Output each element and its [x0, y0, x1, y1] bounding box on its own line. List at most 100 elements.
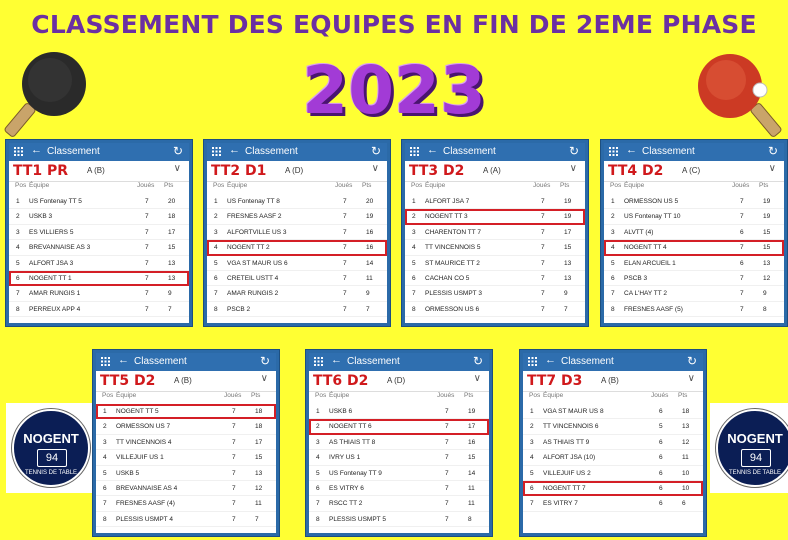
back-arrow-icon[interactable]: ← — [31, 144, 42, 156]
table-row[interactable]: 4 TT VINCENNOIS 5 7 15 — [405, 240, 585, 256]
row-team: ES VITRY 6 — [329, 484, 364, 492]
back-arrow-icon[interactable]: ← — [229, 144, 240, 156]
table-row[interactable]: 7 RSCC TT 2 7 11 — [309, 496, 489, 512]
table-row[interactable]: 7 CA L'HAY TT 2 7 9 — [604, 286, 784, 302]
row-team: NOGENT TT 2 — [227, 244, 270, 252]
table-row[interactable]: 7 AMAR RUNGIS 1 7 9 — [9, 286, 189, 302]
table-row[interactable]: 5 ELAN ARCUEIL 1 6 13 — [604, 256, 784, 271]
division-selector[interactable]: TT5 D2 A (B) ∨ — [96, 371, 276, 392]
division-selector[interactable]: TT7 D3 A (B) ∨ — [523, 371, 703, 392]
refresh-icon[interactable]: ↻ — [472, 354, 483, 368]
table-row[interactable]: 4 BREVANNAISE AS 3 7 15 — [9, 240, 189, 256]
table-row[interactable]: 3 ALVTT (4) 6 15 — [604, 225, 784, 241]
table-row[interactable]: 3 ALFORTVILLE US 3 7 16 — [207, 225, 387, 241]
table-row[interactable]: 5 VILLEJUIF US 2 6 10 — [523, 466, 703, 481]
table-row[interactable]: 1 US Fontenay TT 5 7 20 — [9, 194, 189, 210]
grid-menu-icon[interactable] — [14, 147, 23, 156]
table-row[interactable]: 2 FRESNES AASF 2 7 19 — [207, 209, 387, 225]
back-arrow-icon[interactable]: ← — [626, 144, 637, 156]
table-row[interactable]: 1 ALFORT JSA 7 7 19 — [405, 194, 585, 210]
table-row[interactable]: 1 USKB 6 7 19 — [309, 404, 489, 420]
col-pts: Pts — [362, 182, 372, 189]
col-pos: Pos — [315, 392, 327, 399]
division-selector[interactable]: TT3 D2 A (A) ∨ — [405, 161, 585, 182]
table-row[interactable]: 6 PSCB 3 7 12 — [604, 271, 784, 287]
refresh-icon[interactable]: ↻ — [686, 354, 697, 368]
grid-menu-icon[interactable] — [314, 357, 323, 366]
chevron-down-icon[interactable]: ∨ — [569, 163, 577, 174]
grid-menu-icon[interactable] — [410, 147, 419, 156]
row-played: 7 — [445, 454, 449, 462]
table-row[interactable]: 1 VGA ST MAUR US 8 6 18 — [523, 404, 703, 420]
chevron-down-icon[interactable]: ∨ — [473, 373, 481, 384]
group-name: A (B) — [87, 166, 105, 175]
row-team: ALFORTVILLE US 3 — [227, 228, 287, 236]
table-row[interactable]: 8 PERREUX APP 4 7 7 — [9, 302, 189, 318]
grid-menu-icon[interactable] — [101, 357, 110, 366]
row-played: 7 — [740, 274, 744, 282]
highlighted-row[interactable]: 4 NOGENT TT 4 7 15 — [604, 240, 784, 256]
division-selector[interactable]: TT2 D1 A (D) ∨ — [207, 161, 387, 182]
table-row[interactable]: 3 TT VINCENNOIS 4 7 17 — [96, 435, 276, 451]
refresh-icon[interactable]: ↻ — [568, 144, 579, 158]
table-row[interactable]: 7 ES VITRY 7 6 6 — [523, 496, 703, 512]
division-selector[interactable]: TT6 D2 A (D) ∨ — [309, 371, 489, 392]
chevron-down-icon[interactable]: ∨ — [768, 163, 776, 174]
table-row[interactable]: 8 PLESSIS USMPT 5 7 8 — [309, 512, 489, 528]
table-row[interactable]: 2 US Fontenay TT 10 7 19 — [604, 209, 784, 225]
division-selector[interactable]: TT4 D2 A (C) ∨ — [604, 161, 784, 182]
row-pos: 1 — [316, 408, 320, 415]
highlighted-row[interactable]: 1 NOGENT TT 5 7 18 — [96, 404, 276, 420]
table-row[interactable]: 2 USKB 3 7 18 — [9, 209, 189, 225]
table-row[interactable]: 8 PSCB 2 7 7 — [207, 302, 387, 318]
refresh-icon[interactable]: ↻ — [370, 144, 381, 158]
chevron-down-icon[interactable]: ∨ — [687, 373, 695, 384]
highlighted-row[interactable]: 2 NOGENT TT 6 7 17 — [309, 419, 489, 435]
table-row[interactable]: 4 ALFORT JSA (10) 6 11 — [523, 450, 703, 466]
table-row[interactable]: 6 BREVANNAISE AS 4 7 12 — [96, 481, 276, 497]
highlighted-row[interactable]: 2 NOGENT TT 3 7 19 — [405, 209, 585, 225]
table-row[interactable]: 7 FRESNES AASF (4) 7 11 — [96, 496, 276, 512]
table-row[interactable]: 3 CHARENTON TT 7 7 17 — [405, 225, 585, 241]
table-row[interactable]: 3 ES VILLIERS 5 7 17 — [9, 225, 189, 241]
grid-menu-icon[interactable] — [609, 147, 618, 156]
table-row[interactable]: 7 PLESSIS USMPT 3 7 9 — [405, 286, 585, 302]
chevron-down-icon[interactable]: ∨ — [173, 163, 181, 174]
division-selector[interactable]: TT1 PR A (B) ∨ — [9, 161, 189, 182]
table-row[interactable]: 5 ST MAURICE TT 2 7 13 — [405, 256, 585, 271]
table-row[interactable]: 5 US Fontenay TT 9 7 14 — [309, 466, 489, 481]
back-arrow-icon[interactable]: ← — [427, 144, 438, 156]
table-row[interactable]: 5 VGA ST MAUR US 6 7 14 — [207, 256, 387, 271]
col-played: Joués — [533, 182, 551, 189]
refresh-icon[interactable]: ↻ — [767, 144, 778, 158]
highlighted-row[interactable]: 6 NOGENT TT 7 6 10 — [523, 480, 703, 497]
table-row[interactable]: 4 VILLEJUIF US 1 7 15 — [96, 450, 276, 466]
grid-menu-icon[interactable] — [212, 147, 221, 156]
table-row[interactable]: 8 FRESNES AASF (5) 7 8 — [604, 302, 784, 318]
table-row[interactable]: 5 ALFORT JSA 3 7 13 — [9, 256, 189, 271]
highlighted-row[interactable]: 4 NOGENT TT 2 7 16 — [207, 240, 387, 256]
grid-menu-icon[interactable] — [528, 357, 537, 366]
table-row[interactable]: 2 ORMESSON US 7 7 18 — [96, 419, 276, 435]
back-arrow-icon[interactable]: ← — [331, 354, 342, 366]
table-row[interactable]: 8 PLESSIS USMPT 4 7 7 — [96, 512, 276, 528]
table-row[interactable]: 6 ES VITRY 6 7 11 — [309, 481, 489, 497]
table-row[interactable]: 1 US Fontenay TT 8 7 20 — [207, 194, 387, 210]
table-row[interactable]: 7 AMAR RUNGIS 2 7 9 — [207, 286, 387, 302]
highlighted-row[interactable]: 6 NOGENT TT 1 7 13 — [9, 270, 189, 287]
back-arrow-icon[interactable]: ← — [118, 354, 129, 366]
table-row[interactable]: 5 USKB 5 7 13 — [96, 466, 276, 481]
back-arrow-icon[interactable]: ← — [545, 354, 556, 366]
chevron-down-icon[interactable]: ∨ — [371, 163, 379, 174]
table-row[interactable]: 3 AS THIAIS TT 9 6 12 — [523, 435, 703, 451]
table-row[interactable]: 4 IVRY US 1 7 15 — [309, 450, 489, 466]
table-row[interactable]: 6 CACHAN CO 5 7 13 — [405, 271, 585, 287]
table-row[interactable]: 3 AS THIAIS TT 8 7 16 — [309, 435, 489, 451]
table-row[interactable]: 6 CRETEIL USTT 4 7 11 — [207, 271, 387, 287]
table-row[interactable]: 1 ORMESSON US 5 7 19 — [604, 194, 784, 210]
chevron-down-icon[interactable]: ∨ — [260, 373, 268, 384]
table-row[interactable]: 8 ORMESSON US 6 7 7 — [405, 302, 585, 318]
refresh-icon[interactable]: ↻ — [259, 354, 270, 368]
refresh-icon[interactable]: ↻ — [172, 144, 183, 158]
table-row[interactable]: 2 TT VINCENNOIS 6 5 13 — [523, 419, 703, 435]
